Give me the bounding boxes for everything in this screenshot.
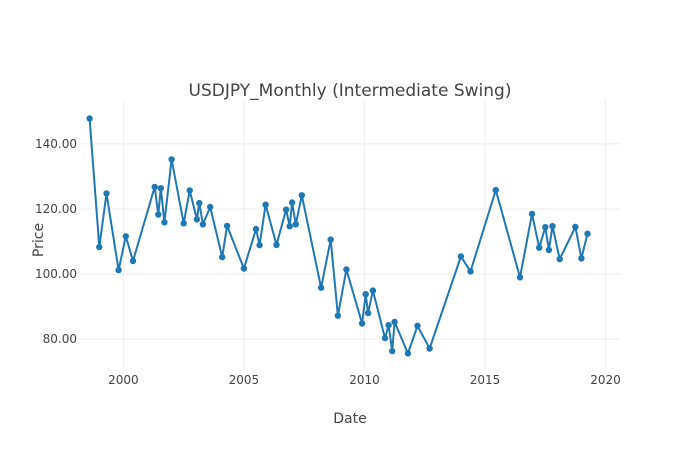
data-point[interactable]	[536, 244, 543, 251]
data-point[interactable]	[334, 312, 342, 319]
data-point[interactable]	[426, 345, 433, 352]
data-point[interactable]	[404, 350, 412, 357]
x-tick-label: 2000	[108, 373, 139, 387]
data-point[interactable]	[256, 241, 263, 249]
data-point[interactable]	[572, 223, 579, 231]
data-point[interactable]	[457, 253, 465, 260]
x-tick-label: 2010	[349, 373, 380, 387]
x-tick-label: 2015	[470, 373, 501, 387]
y-tick-label: 80.00	[43, 332, 77, 346]
y-tick-label: 120.00	[35, 202, 77, 216]
data-point[interactable]	[467, 268, 474, 275]
data-point[interactable]	[292, 221, 299, 228]
data-point[interactable]	[381, 334, 389, 342]
data-point[interactable]	[103, 190, 110, 197]
grid	[80, 100, 620, 370]
x-axis-title: Date	[333, 411, 366, 427]
data-point[interactable]	[186, 187, 193, 194]
data-point[interactable]	[516, 274, 524, 281]
data-point[interactable]	[327, 236, 334, 243]
data-point[interactable]	[298, 192, 305, 199]
data-point[interactable]	[273, 241, 280, 248]
y-tick-label: 100.00	[35, 267, 77, 281]
data-point[interactable]	[252, 225, 260, 233]
data-point[interactable]	[317, 284, 325, 291]
data-point[interactable]	[528, 210, 536, 218]
x-tick-label: 2005	[229, 373, 260, 387]
data-point[interactable]	[151, 183, 158, 191]
data-point[interactable]	[556, 255, 563, 263]
data-point[interactable]	[223, 222, 231, 230]
data-point[interactable]	[343, 266, 350, 273]
x-tick-label: 2020	[590, 373, 621, 387]
data-point[interactable]	[282, 206, 290, 213]
data-point[interactable]	[155, 211, 162, 218]
y-tick-label: 140.00	[35, 137, 77, 151]
data-point[interactable]	[86, 115, 93, 122]
data-point[interactable]	[180, 220, 187, 227]
data-point[interactable]	[492, 186, 499, 194]
data-point[interactable]	[362, 291, 369, 298]
data-point[interactable]	[122, 233, 129, 240]
data-point[interactable]	[549, 223, 556, 230]
data-point[interactable]	[542, 224, 549, 231]
chart-title: USDJPY_Monthly (Intermediate Swing)	[189, 81, 512, 101]
data-point[interactable]	[115, 266, 122, 274]
data-point[interactable]	[157, 185, 164, 192]
data-point[interactable]	[288, 199, 296, 206]
data-point[interactable]	[578, 255, 585, 262]
data-point[interactable]	[129, 257, 137, 265]
data-point[interactable]	[240, 265, 248, 272]
data-point[interactable]	[391, 318, 398, 326]
data-point[interactable]	[545, 246, 553, 254]
data-point[interactable]	[414, 322, 421, 329]
data-point[interactable]	[286, 223, 293, 230]
data-point[interactable]	[168, 156, 175, 163]
x-axis-ticks: 2000 2005 2010 2015 2020	[108, 373, 621, 387]
data-point[interactable]	[199, 221, 207, 228]
data-point[interactable]	[262, 201, 269, 208]
data-point[interactable]	[369, 287, 377, 294]
data-point[interactable]	[584, 230, 591, 237]
y-axis-ticks: 80.00 100.00 120.00 140.00	[35, 137, 77, 346]
data-point[interactable]	[385, 321, 392, 329]
data-point[interactable]	[207, 203, 214, 211]
data-point[interactable]	[96, 243, 103, 251]
data-point[interactable]	[389, 347, 396, 355]
data-point[interactable]	[364, 309, 372, 317]
data-point[interactable]	[161, 219, 168, 226]
data-point[interactable]	[196, 199, 203, 207]
y-axis-title: Price	[31, 223, 47, 257]
data-point[interactable]	[219, 253, 226, 261]
data-point[interactable]	[193, 216, 201, 223]
series-layer	[86, 115, 591, 357]
data-point[interactable]	[358, 320, 366, 327]
